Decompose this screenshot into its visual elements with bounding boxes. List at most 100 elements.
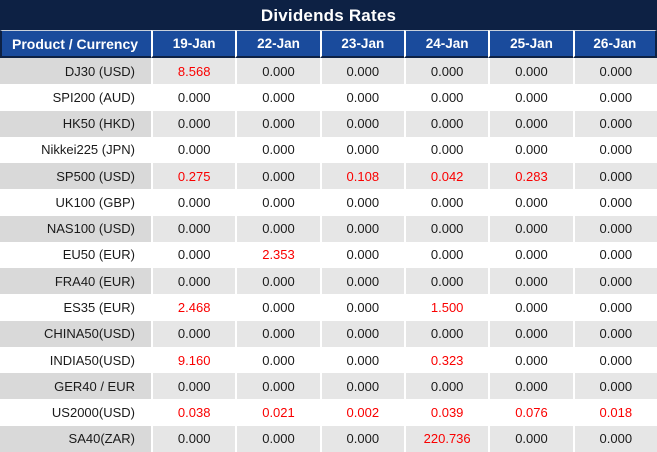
dividend-value-cell: 0.000	[488, 241, 573, 269]
date-header-22-jan: 22-Jan	[235, 30, 320, 58]
dividend-value-cell: 0.039	[403, 399, 489, 426]
table-row: US2000(USD) 0.038 0.021 0.002 0.039 0.076 0.01…	[0, 399, 657, 426]
product-cell: EU50 (EUR)	[0, 241, 151, 269]
product-cell: SA40(ZAR)	[0, 425, 151, 452]
dividend-value-cell: 0.000	[235, 136, 320, 164]
dividend-value-cell: 0.018	[572, 399, 657, 426]
dividend-value-cell: 0.000	[235, 84, 320, 111]
dividend-value-cell: 0.000	[572, 373, 657, 400]
dividend-value-cell: 0.000	[403, 215, 489, 242]
product-cell: HK50 (HKD)	[0, 110, 151, 137]
dividend-value-cell: 0.000	[319, 373, 404, 400]
dividend-value-cell: 0.000	[319, 58, 404, 85]
dividend-value-cell: 0.000	[572, 215, 657, 242]
table-row: FRA40 (EUR) 0.000 0.000 0.000 0.000 0.000 0.00…	[0, 268, 657, 295]
dividend-value-cell: 0.108	[319, 163, 404, 190]
product-cell: DJ30 (USD)	[0, 58, 151, 85]
product-cell: Nikkei225 (JPN)	[0, 136, 151, 164]
dividend-value-cell: 0.000	[403, 136, 489, 164]
dividend-value-cell: 0.000	[151, 110, 236, 137]
dividend-value-cell: 0.000	[488, 215, 573, 242]
table-row: GER40 / EUR 0.000 0.000 0.000 0.000 0.000 0.00…	[0, 373, 657, 400]
dividend-value-cell: 0.000	[151, 189, 236, 216]
dividend-value-cell: 0.000	[572, 110, 657, 137]
dividend-value-cell: 0.000	[572, 189, 657, 216]
dividend-value-cell: 0.000	[319, 320, 404, 347]
product-currency-header: Product / Currency	[0, 30, 151, 58]
dividend-value-cell: 0.000	[235, 320, 320, 347]
dividend-value-cell: 0.021	[235, 399, 320, 426]
dividend-value-cell: 0.000	[488, 136, 573, 164]
date-header-26-jan: 26-Jan	[572, 30, 657, 58]
date-header-24-jan: 24-Jan	[403, 30, 489, 58]
dividend-value-cell: 0.000	[488, 189, 573, 216]
dividend-value-cell: 0.000	[151, 268, 236, 295]
dividend-value-cell: 0.000	[235, 163, 320, 190]
table-row: SA40(ZAR) 0.000 0.000 0.000 220.736 0.000 0.00…	[0, 425, 657, 452]
dividend-value-cell: 0.000	[572, 294, 657, 321]
product-cell: INDIA50(USD)	[0, 346, 151, 374]
dividend-value-cell: 0.000	[319, 425, 404, 452]
dividend-value-cell: 0.000	[572, 136, 657, 164]
table-row: Nikkei225 (JPN) 0.000 0.000 0.000 0.000 0.000…	[0, 136, 657, 164]
dividend-value-cell: 0.000	[488, 268, 573, 295]
table-row: CHINA50(USD) 0.000 0.000 0.000 0.000 0.000 0.0…	[0, 320, 657, 347]
dividend-value-cell: 0.000	[319, 189, 404, 216]
product-cell: UK100 (GBP)	[0, 189, 151, 216]
dividend-value-cell: 0.000	[572, 84, 657, 111]
page-title: Dividends Rates	[260, 6, 397, 25]
dividend-value-cell: 0.000	[235, 346, 320, 374]
dividend-value-cell: 0.000	[235, 268, 320, 295]
table-body: DJ30 (USD) 8.568 0.000 0.000 0.000 0.000 0.000…	[0, 58, 657, 452]
dividend-value-cell: 0.000	[319, 84, 404, 111]
dividend-value-cell: 0.000	[488, 425, 573, 452]
dividend-value-cell: 0.000	[151, 215, 236, 242]
dividend-value-cell: 0.000	[403, 241, 489, 269]
dividend-value-cell: 0.000	[403, 189, 489, 216]
dividend-value-cell: 0.000	[403, 268, 489, 295]
dividend-value-cell: 8.568	[151, 58, 236, 85]
dividends-table: Product / Currency 19-Jan 22-Jan 23-Jan …	[0, 30, 657, 452]
table-row: ES35 (EUR) 2.468 0.000 0.000 1.500 0.000 0.000	[0, 294, 657, 321]
table-row: DJ30 (USD) 8.568 0.000 0.000 0.000 0.000 0.000	[0, 58, 657, 85]
table-row: EU50 (EUR) 0.000 2.353 0.000 0.000 0.000 0.000	[0, 241, 657, 269]
table-row: UK100 (GBP) 0.000 0.000 0.000 0.000 0.000 0.00…	[0, 189, 657, 216]
dividend-value-cell: 0.000	[572, 346, 657, 374]
dividend-value-cell: 0.000	[235, 294, 320, 321]
dividend-value-cell: 0.000	[235, 373, 320, 400]
dividend-value-cell: 0.000	[572, 241, 657, 269]
dividend-value-cell: 0.000	[572, 58, 657, 85]
dividend-value-cell: 9.160	[151, 346, 236, 374]
title-bar: Dividends Rates	[0, 0, 657, 30]
product-cell: ES35 (EUR)	[0, 294, 151, 321]
table-row: NAS100 (USD) 0.000 0.000 0.000 0.000 0.000 0.0…	[0, 215, 657, 242]
dividend-value-cell: 0.000	[319, 346, 404, 374]
dividend-value-cell: 0.000	[572, 320, 657, 347]
dividend-value-cell: 0.000	[151, 320, 236, 347]
dividend-value-cell: 0.000	[403, 58, 489, 85]
dividend-value-cell: 0.000	[488, 346, 573, 374]
dividend-value-cell: 1.500	[403, 294, 489, 321]
dividend-value-cell: 0.000	[572, 268, 657, 295]
dividend-value-cell: 0.000	[403, 84, 489, 111]
dividend-value-cell: 0.000	[235, 110, 320, 137]
dividend-value-cell: 0.000	[235, 425, 320, 452]
dividend-value-cell: 0.000	[151, 241, 236, 269]
product-cell: NAS100 (USD)	[0, 215, 151, 242]
dividend-value-cell: 0.000	[151, 425, 236, 452]
dividend-value-cell: 2.468	[151, 294, 236, 321]
dividend-value-cell: 0.000	[488, 320, 573, 347]
dividend-value-cell: 0.000	[488, 294, 573, 321]
dividend-value-cell: 0.000	[488, 58, 573, 85]
table-row: SPI200 (AUD) 0.000 0.000 0.000 0.000 0.000 0.0…	[0, 84, 657, 111]
dividend-value-cell: 0.000	[403, 373, 489, 400]
product-cell: US2000(USD)	[0, 399, 151, 426]
dividend-value-cell: 0.283	[488, 163, 573, 190]
dividend-value-cell: 0.000	[572, 425, 657, 452]
date-header-23-jan: 23-Jan	[319, 30, 404, 58]
dividend-value-cell: 0.038	[151, 399, 236, 426]
dividend-value-cell: 0.000	[488, 373, 573, 400]
dividend-value-cell: 0.323	[403, 346, 489, 374]
dividend-value-cell: 0.000	[488, 84, 573, 111]
